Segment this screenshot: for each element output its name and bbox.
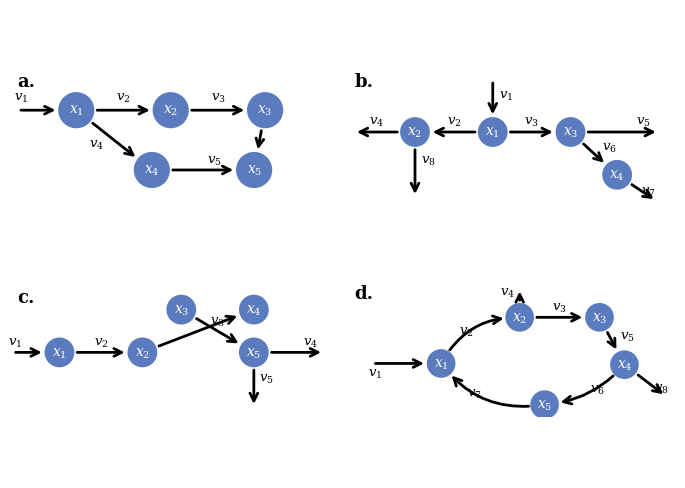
Text: c.: c.: [17, 288, 34, 306]
Circle shape: [556, 118, 586, 148]
Text: $v_1$: $v_1$: [368, 367, 382, 380]
Circle shape: [247, 93, 283, 129]
Circle shape: [134, 153, 170, 189]
Text: a.: a.: [17, 73, 35, 91]
Text: $v_6$: $v_6$: [590, 383, 604, 396]
Text: $v_2$: $v_2$: [116, 92, 131, 105]
Text: $x_4$: $x_4$: [246, 303, 262, 317]
Text: $x_2$: $x_2$: [163, 104, 178, 118]
Text: $v_3$: $v_3$: [210, 92, 225, 105]
Text: $x_1$: $x_1$: [434, 357, 449, 371]
Text: $x_2$: $x_2$: [408, 125, 423, 140]
Text: $v_4$: $v_4$: [303, 336, 319, 349]
Text: $v_1$: $v_1$: [14, 92, 28, 105]
Text: $x_3$: $x_3$: [563, 125, 578, 140]
Circle shape: [610, 351, 639, 379]
Text: $x_1$: $x_1$: [69, 104, 84, 118]
Text: $v_3$: $v_3$: [524, 116, 539, 129]
Text: $v_7$: $v_7$: [641, 186, 656, 199]
Circle shape: [236, 153, 272, 189]
Circle shape: [166, 295, 196, 325]
Text: $v_5$: $v_5$: [636, 116, 651, 129]
Circle shape: [127, 338, 158, 367]
FancyArrowPatch shape: [450, 316, 501, 350]
Text: $x_3$: $x_3$: [592, 310, 607, 325]
Circle shape: [530, 390, 559, 419]
Circle shape: [45, 338, 75, 367]
Text: $v_2$: $v_2$: [94, 336, 108, 349]
Text: d.: d.: [354, 285, 373, 303]
Text: $x_3$: $x_3$: [258, 104, 273, 118]
Text: $v_3$: $v_3$: [552, 301, 567, 314]
Circle shape: [602, 161, 632, 190]
Text: $x_5$: $x_5$: [247, 163, 262, 178]
Circle shape: [239, 338, 269, 367]
Circle shape: [427, 349, 456, 378]
Circle shape: [58, 93, 95, 129]
Text: $v_3$: $v_3$: [210, 315, 225, 328]
Text: $v_1$: $v_1$: [8, 336, 23, 349]
Text: $x_2$: $x_2$: [512, 310, 527, 325]
Text: $x_1$: $x_1$: [486, 125, 500, 140]
Text: $v_5$: $v_5$: [260, 372, 274, 385]
Text: $v_4$: $v_4$: [89, 139, 104, 152]
Text: $v_4$: $v_4$: [500, 286, 514, 299]
Text: $v_1$: $v_1$: [499, 90, 513, 103]
FancyArrowPatch shape: [564, 376, 613, 404]
Text: b.: b.: [354, 72, 373, 90]
Circle shape: [478, 118, 508, 148]
Circle shape: [153, 93, 189, 129]
Text: $v_7$: $v_7$: [467, 387, 482, 400]
Circle shape: [239, 295, 269, 325]
Text: $v_2$: $v_2$: [459, 325, 473, 338]
Circle shape: [400, 118, 430, 148]
Text: $v_8$: $v_8$: [654, 382, 669, 395]
Text: $x_4$: $x_4$: [144, 163, 160, 178]
Text: $x_5$: $x_5$: [537, 398, 552, 412]
Text: $x_2$: $x_2$: [135, 346, 150, 360]
Text: $x_1$: $x_1$: [52, 346, 67, 360]
Text: $x_4$: $x_4$: [610, 168, 625, 183]
Circle shape: [585, 304, 614, 332]
Circle shape: [506, 304, 534, 332]
Text: $v_4$: $v_4$: [369, 116, 384, 129]
FancyArrowPatch shape: [453, 378, 529, 407]
Text: $v_6$: $v_6$: [602, 142, 616, 155]
Text: $v_5$: $v_5$: [208, 155, 222, 168]
Text: $x_3$: $x_3$: [173, 303, 189, 317]
Text: $x_5$: $x_5$: [246, 346, 262, 360]
Text: $v_2$: $v_2$: [447, 116, 461, 129]
Text: $v_8$: $v_8$: [421, 155, 436, 168]
Text: $x_4$: $x_4$: [616, 358, 632, 372]
Text: $v_5$: $v_5$: [619, 330, 634, 343]
